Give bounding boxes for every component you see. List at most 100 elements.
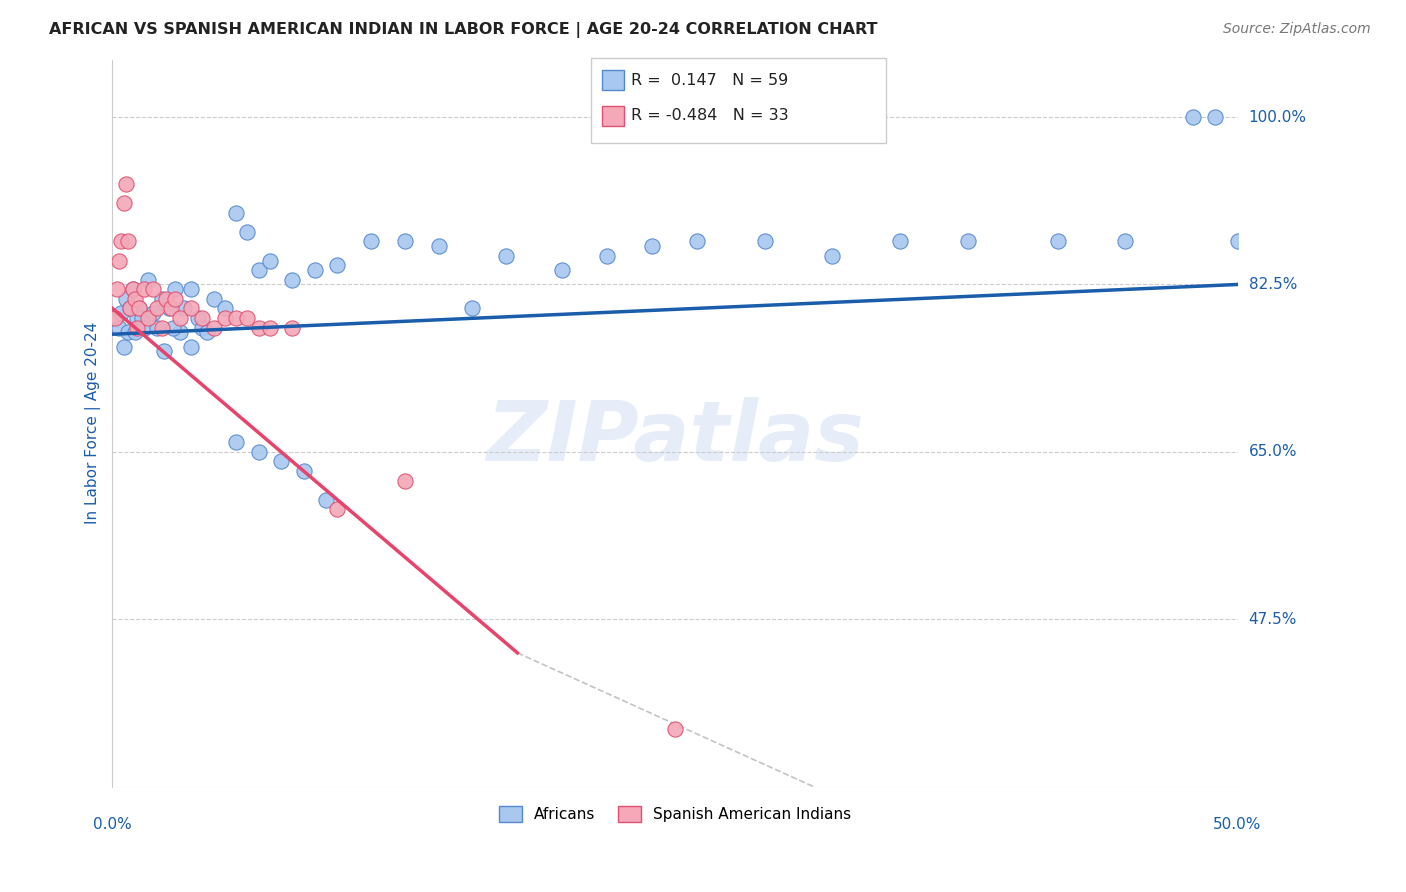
Point [132, 282, 155, 296]
Point [686, 235, 709, 249]
Text: ZIPatlas: ZIPatlas [486, 397, 863, 478]
Point [105, 282, 128, 296]
Text: 65.0%: 65.0% [1249, 444, 1298, 459]
Text: 82.5%: 82.5% [1249, 277, 1296, 292]
Point [120, 301, 142, 316]
Point [153, 344, 176, 359]
Point [155, 292, 177, 306]
Point [326, 502, 349, 516]
Text: 50.0%: 50.0% [1213, 817, 1261, 832]
Point [641, 239, 664, 253]
Point [142, 282, 165, 296]
Point [596, 249, 619, 263]
Text: AFRICAN VS SPANISH AMERICAN INDIAN IN LABOR FORCE | AGE 20-24 CORRELATION CHART: AFRICAN VS SPANISH AMERICAN INDIAN IN LA… [49, 22, 877, 38]
Point [427, 239, 450, 253]
Point [1046, 235, 1069, 249]
Text: R =  0.147   N = 59: R = 0.147 N = 59 [631, 73, 789, 87]
Point [112, 340, 135, 354]
Point [124, 326, 146, 340]
Point [202, 320, 225, 334]
Point [127, 320, 149, 334]
Point [165, 292, 187, 306]
Point [120, 301, 142, 316]
Point [225, 435, 247, 450]
Point [214, 301, 236, 316]
Point [180, 282, 202, 296]
Point [127, 310, 149, 325]
Point [889, 235, 911, 249]
Point [1181, 110, 1204, 124]
Point [104, 310, 127, 325]
Point [146, 320, 169, 334]
Point [132, 320, 155, 334]
Point [304, 263, 326, 277]
Point [259, 320, 281, 334]
Point [128, 301, 150, 316]
Point [394, 235, 416, 249]
Point [1114, 235, 1136, 249]
Point [162, 320, 184, 334]
Point [157, 301, 180, 316]
Point [247, 320, 270, 334]
Point [146, 301, 169, 316]
Point [121, 282, 143, 296]
Point [1204, 110, 1226, 124]
Point [117, 326, 139, 340]
Point [110, 306, 132, 320]
Point [247, 445, 270, 459]
Point [128, 301, 150, 316]
Point [225, 205, 247, 219]
Point [110, 235, 132, 249]
Point [124, 292, 146, 306]
Point [117, 235, 139, 249]
Point [461, 301, 484, 316]
Point [142, 306, 165, 320]
Point [108, 253, 131, 268]
Point [225, 310, 247, 325]
Text: R = -0.484   N = 33: R = -0.484 N = 33 [631, 109, 789, 123]
Y-axis label: In Labor Force | Age 20-24: In Labor Force | Age 20-24 [86, 322, 101, 524]
Text: 100.0%: 100.0% [1249, 110, 1306, 125]
Point [191, 310, 214, 325]
Point [270, 454, 292, 468]
Point [150, 320, 173, 334]
Legend: Africans, Spanish American Indians: Africans, Spanish American Indians [491, 799, 859, 830]
Point [281, 273, 304, 287]
Point [754, 235, 776, 249]
Point [247, 263, 270, 277]
Point [160, 301, 183, 316]
Point [360, 235, 382, 249]
Point [138, 310, 160, 325]
Point [1226, 235, 1249, 249]
Point [259, 253, 281, 268]
Point [292, 464, 315, 478]
Point [195, 326, 218, 340]
Point [150, 292, 173, 306]
Point [108, 320, 131, 334]
Point [169, 310, 191, 325]
Point [326, 258, 349, 272]
Point [112, 196, 135, 211]
Point [236, 225, 259, 239]
Point [187, 310, 209, 325]
Point [115, 177, 138, 191]
Point [821, 249, 844, 263]
Point [495, 249, 517, 263]
Point [394, 474, 416, 488]
Point [236, 310, 259, 325]
Point [202, 292, 225, 306]
Point [214, 310, 236, 325]
Point [191, 320, 214, 334]
Point [664, 723, 686, 737]
Point [315, 492, 337, 507]
Point [281, 320, 304, 334]
Point [121, 282, 143, 296]
Point [180, 340, 202, 354]
Point [138, 273, 160, 287]
Point [180, 301, 202, 316]
Text: Source: ZipAtlas.com: Source: ZipAtlas.com [1223, 22, 1371, 37]
Point [115, 292, 138, 306]
Text: 0.0%: 0.0% [93, 817, 132, 832]
Point [956, 235, 979, 249]
Point [169, 326, 191, 340]
